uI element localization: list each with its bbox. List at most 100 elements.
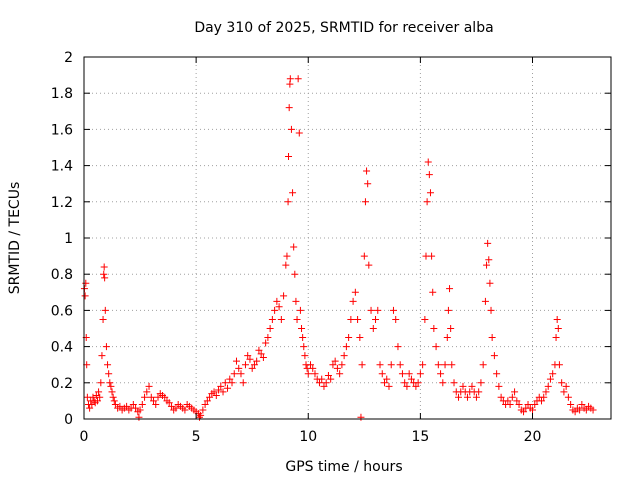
- y-tick-label: 1.8: [51, 86, 73, 102]
- data-point: [424, 158, 432, 166]
- data-point: [364, 180, 372, 188]
- data-point: [143, 388, 151, 396]
- x-axis-label: GPS time / hours: [285, 459, 402, 475]
- data-point: [345, 334, 353, 342]
- y-tick-label: 1.6: [51, 122, 73, 138]
- data-point: [81, 292, 89, 300]
- data-point: [167, 402, 175, 410]
- data-point: [215, 386, 223, 394]
- data-point: [136, 406, 144, 414]
- data-point: [336, 370, 344, 378]
- data-point: [423, 198, 431, 206]
- data-point: [300, 343, 308, 351]
- data-point: [98, 352, 106, 360]
- data-point: [295, 129, 303, 137]
- data-point: [506, 401, 514, 409]
- data-point: [513, 397, 521, 405]
- data-point: [217, 382, 225, 390]
- data-point: [405, 370, 413, 378]
- data-point: [497, 393, 505, 401]
- data-point: [484, 239, 492, 247]
- data-point: [361, 198, 369, 206]
- y-tick-label: 0.6: [51, 303, 73, 319]
- data-point: [488, 334, 496, 342]
- data-point: [116, 402, 124, 410]
- data-point: [524, 401, 532, 409]
- data-point: [111, 401, 119, 409]
- data-point: [441, 361, 449, 369]
- data-point: [320, 382, 328, 390]
- data-point: [241, 361, 249, 369]
- data-point: [161, 393, 169, 401]
- data-point: [92, 391, 100, 399]
- data-point: [109, 393, 117, 401]
- data-point: [248, 364, 256, 372]
- data-point: [540, 393, 548, 401]
- data-point: [365, 261, 373, 269]
- data-point: [102, 343, 110, 351]
- data-point: [152, 401, 160, 409]
- data-point: [357, 413, 365, 421]
- data-point: [235, 364, 243, 372]
- data-point: [93, 397, 101, 405]
- data-point: [493, 370, 501, 378]
- data-point: [322, 379, 330, 387]
- y-tick-label: 1: [64, 231, 73, 247]
- data-point: [475, 388, 483, 396]
- data-point: [437, 370, 445, 378]
- data-point: [392, 315, 400, 323]
- data-point: [232, 357, 240, 365]
- data-point: [88, 401, 96, 409]
- data-point: [378, 370, 386, 378]
- data-point: [145, 382, 153, 390]
- data-point: [446, 285, 454, 293]
- data-point: [318, 375, 326, 383]
- data-point: [487, 306, 495, 314]
- data-point: [201, 401, 209, 409]
- data-point: [95, 388, 103, 396]
- data-point: [250, 361, 258, 369]
- data-point: [389, 306, 397, 314]
- data-point: [290, 243, 298, 251]
- data-point: [383, 375, 391, 383]
- data-point: [286, 75, 294, 83]
- x-tick-label: 5: [192, 429, 201, 445]
- x-tick-label: 15: [411, 429, 429, 445]
- data-point: [154, 393, 162, 401]
- data-point: [520, 408, 528, 416]
- data-point: [537, 397, 545, 405]
- data-point: [444, 306, 452, 314]
- data-point: [97, 379, 105, 387]
- data-point: [195, 413, 203, 421]
- data-point: [432, 343, 440, 351]
- data-point: [338, 361, 346, 369]
- y-tick-label: 2: [64, 50, 73, 66]
- data-point: [479, 361, 487, 369]
- y-tick-label: 0.4: [51, 340, 73, 356]
- data-point: [239, 379, 247, 387]
- data-point: [129, 401, 137, 409]
- y-tick-label: 0: [64, 412, 73, 428]
- data-point: [82, 279, 90, 287]
- data-point: [448, 361, 456, 369]
- y-tick-label: 0.2: [51, 376, 73, 392]
- data-point: [181, 406, 189, 414]
- data-point: [253, 357, 261, 365]
- data-point: [289, 189, 297, 197]
- data-point: [347, 315, 355, 323]
- data-point: [483, 261, 491, 269]
- data-point: [459, 382, 467, 390]
- data-point: [280, 292, 288, 300]
- data-point: [132, 404, 140, 412]
- data-point: [374, 306, 382, 314]
- data-point: [255, 346, 263, 354]
- data-point: [296, 306, 304, 314]
- data-point: [100, 270, 108, 278]
- data-point: [99, 315, 107, 323]
- data-point: [578, 401, 586, 409]
- axis-ticks: 00.20.40.60.811.21.41.61.820 5 10 15 20: [51, 50, 611, 445]
- data-point: [165, 399, 173, 407]
- data-point: [504, 397, 512, 405]
- data-point: [287, 125, 295, 133]
- data-point: [329, 361, 337, 369]
